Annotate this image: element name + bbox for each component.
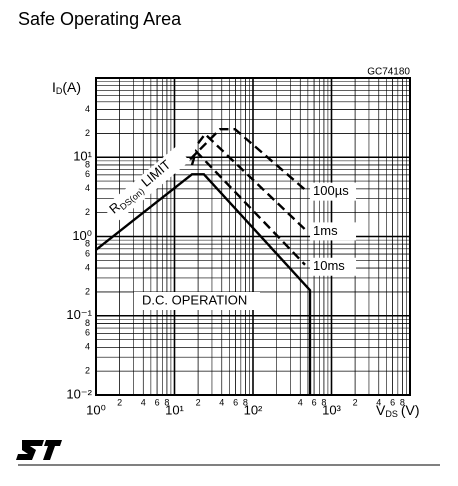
label-bg — [134, 292, 260, 310]
series-line — [95, 173, 312, 395]
y-axis-label: ID(A) — [52, 79, 81, 97]
x-label-unit: (V) — [401, 402, 420, 418]
y-tick-label: 8 — [85, 318, 90, 328]
x-tick-label: 2 — [196, 397, 201, 407]
x-tick-label: 2 — [353, 397, 358, 407]
st-logo — [16, 440, 62, 460]
y-tick-label: 10⁻¹ — [66, 307, 92, 322]
y-tick-label: 4 — [85, 342, 90, 352]
x-tick-label: 4 — [376, 397, 381, 407]
x-tick-label: 4 — [141, 397, 146, 407]
series-label: 100µs — [313, 183, 349, 198]
x-tick-label: 4 — [298, 397, 303, 407]
x-tick-label: 4 — [219, 397, 224, 407]
x-tick-label: 10⁰ — [86, 402, 106, 417]
x-tick-label: 8 — [400, 397, 405, 407]
y-tick-label: 2 — [85, 366, 90, 376]
label-bg — [310, 222, 357, 241]
series-line — [197, 132, 306, 231]
x-tick-label: 10³ — [322, 402, 341, 417]
y-tick-label: 2 — [85, 128, 90, 138]
y-tick-label: 4 — [85, 183, 90, 193]
y-label-unit: (A) — [62, 79, 81, 95]
y-tick-label: 6 — [85, 248, 90, 258]
x-tick-label: 6 — [155, 397, 160, 407]
dc-annotation: D.C. OPERATION — [142, 292, 247, 307]
x-tick-label: 8 — [164, 397, 169, 407]
series-labels: 100µs 1ms 10ms — [310, 182, 357, 276]
x-axis-label: VDS (V) — [376, 402, 420, 420]
series-line — [189, 127, 306, 191]
x-tick-label: 8 — [243, 397, 248, 407]
grid — [95, 78, 410, 396]
page-title: Safe Operating Area — [18, 9, 182, 29]
x-tick-label: 6 — [390, 397, 395, 407]
label-bg — [310, 182, 357, 201]
y-tick-label: 8 — [85, 239, 90, 249]
plot-frame — [95, 77, 411, 396]
series-label: 1ms — [313, 223, 338, 238]
x-tick-label: 6 — [233, 397, 238, 407]
x-label-sub: DS — [385, 409, 398, 419]
x-label-main: V — [376, 402, 386, 418]
series-label: 10ms — [313, 258, 345, 273]
x-tick-label: 10² — [244, 402, 263, 417]
label-bg — [103, 145, 190, 223]
y-tick-label: 8 — [85, 159, 90, 169]
y-tick-label: 6 — [85, 328, 90, 338]
y-tick-label: 2 — [85, 207, 90, 217]
y-label-main: I — [52, 79, 56, 95]
y-tick-label: 10⁰ — [72, 228, 92, 243]
x-tick-label: 10¹ — [165, 402, 184, 417]
y-tick-label: 10⁻² — [66, 386, 92, 401]
y-tick-label: 2 — [85, 286, 90, 296]
y-tick-label: 6 — [85, 169, 90, 179]
lines — [95, 127, 312, 395]
chart-code: GC74180 — [367, 67, 410, 78]
label-bg — [310, 257, 357, 276]
x-tick-label: 2 — [117, 397, 122, 407]
y-tick-label: 4 — [85, 262, 90, 272]
x-tick-label: 8 — [321, 397, 326, 407]
svg-text:RDS(on)LIMIT: RDS(on)LIMIT — [106, 157, 174, 218]
y-label-sub: D — [56, 86, 63, 96]
y-tick-label: 10¹ — [73, 149, 92, 164]
x-tick-label: 6 — [312, 397, 317, 407]
y-tick-label: 4 — [85, 104, 90, 114]
series-line — [190, 148, 306, 266]
